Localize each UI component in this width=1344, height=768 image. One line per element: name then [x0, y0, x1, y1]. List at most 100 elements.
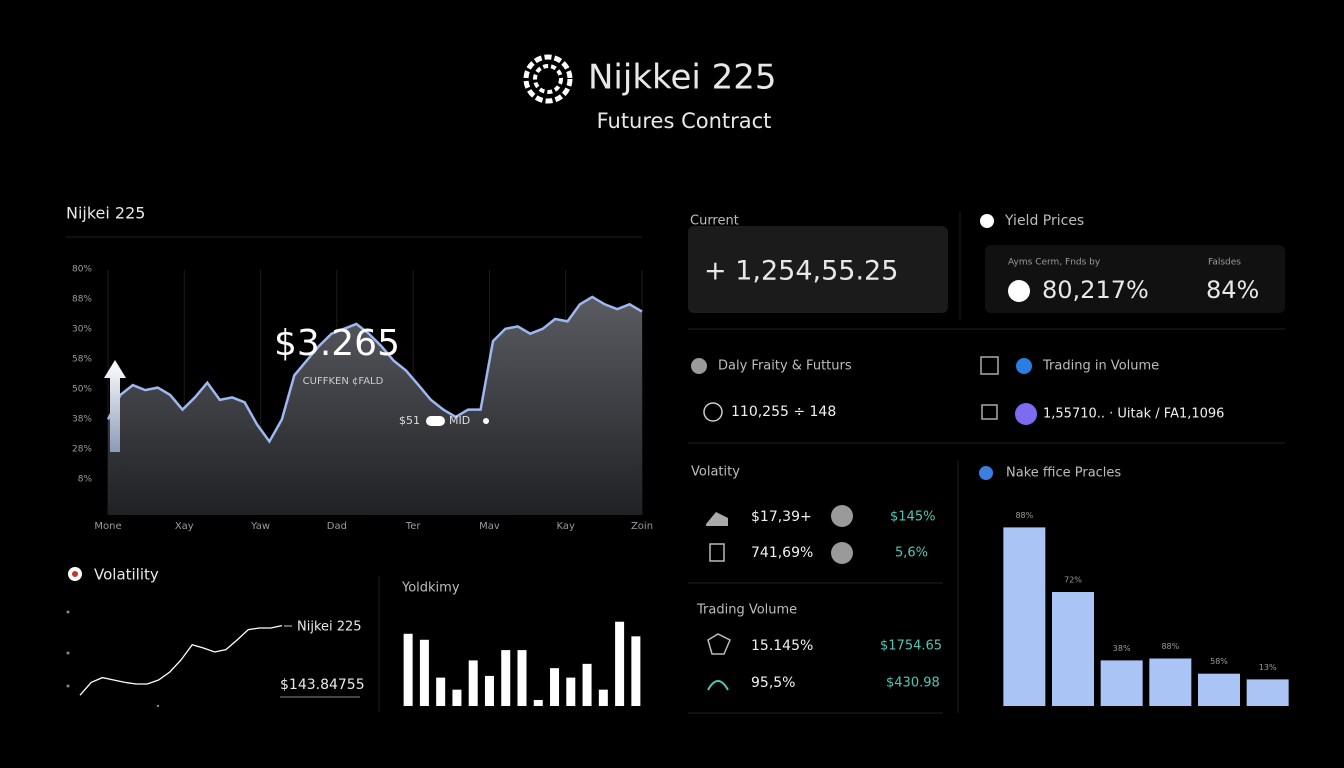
value: 5,6%: [895, 546, 928, 561]
checkbox[interactable]: [980, 356, 999, 375]
label: Current: [690, 214, 739, 229]
axis-dot: [156, 704, 160, 708]
bar: [468, 660, 478, 706]
panel-title: Volatity: [691, 465, 740, 480]
icon: [707, 680, 729, 691]
annotation: CUFFKEN ¢FALD: [303, 376, 384, 387]
panel-title: Trading Volume: [696, 603, 797, 618]
small-line-chart: Nijkei 225 $143.84755: [66, 610, 365, 708]
icon: [706, 512, 728, 526]
logo: [523, 54, 573, 104]
icon: [981, 404, 998, 420]
y-tick-label: 30%: [72, 325, 92, 335]
bar: [615, 621, 625, 706]
bar-label: 58%: [1210, 657, 1228, 666]
yield-box: [985, 245, 1285, 313]
icon: [707, 633, 731, 655]
value: 110,255 ÷ 148: [731, 404, 836, 420]
axis-dot: [66, 684, 70, 688]
bar: [1246, 679, 1289, 706]
panel-title: Nake ffice Pracles: [1006, 466, 1121, 481]
main-chart: Mone Xay Yaw Dad Ter Mav Kay Zoin 80% 88% 30% 58% 50…: [72, 265, 653, 533]
y-tick-label: 88%: [72, 295, 92, 305]
icon: [1016, 358, 1032, 374]
value-label: $143.84755: [280, 677, 365, 693]
bar: [436, 677, 446, 706]
bar: [484, 675, 494, 706]
bar: [452, 689, 462, 706]
bar: [598, 689, 608, 706]
bar: [566, 677, 576, 706]
bar: [403, 633, 413, 706]
arrow: [104, 360, 126, 452]
x-tick-label: Mav: [479, 521, 500, 532]
panel-title: Yield Prices: [1004, 213, 1084, 229]
x-tick-label: Dad: [327, 521, 347, 532]
bar-label: 38%: [1113, 644, 1131, 653]
label: Falsdes: [1208, 258, 1241, 268]
legend-label: Nijkei 225: [297, 620, 362, 635]
bar: [533, 699, 543, 706]
value: $1754.65: [880, 639, 942, 654]
value: 741,69%: [751, 545, 813, 561]
annotation: $51: [399, 414, 420, 427]
bar-label: 88%: [1015, 511, 1033, 520]
bar-label: 88%: [1161, 642, 1179, 651]
y-tick-label: 38%: [72, 415, 92, 425]
icon: [1015, 403, 1037, 425]
value: 1,55710.. · Uitak / FA1,1096: [1043, 407, 1224, 422]
value: 80,217%: [1042, 276, 1149, 304]
value: $430.98: [886, 676, 940, 691]
y-tick-label: 80%: [72, 265, 92, 275]
panel-title: Nijkei 225: [66, 204, 145, 223]
x-tick-label: Yaw: [250, 521, 270, 532]
annotation: MID: [449, 414, 470, 427]
y-tick-label: 50%: [72, 385, 92, 395]
area: [108, 296, 642, 515]
bar-chart: 88% 72% 38% 88% 58% 13%: [1003, 511, 1289, 706]
x-tick-label: Zoin: [631, 521, 653, 532]
bar: [1052, 592, 1094, 706]
bar: [1100, 660, 1143, 706]
annotation: $3.265: [274, 323, 400, 364]
icon: [831, 505, 853, 527]
bar: [550, 668, 560, 706]
panel-title: Yoldkimy: [401, 581, 460, 596]
bar: [582, 663, 592, 706]
bar-label: 13%: [1259, 663, 1277, 672]
axis-dot: [66, 610, 70, 614]
icon: [72, 571, 78, 577]
x-tick-label: Kay: [556, 521, 575, 532]
line: [106, 295, 643, 444]
value: 84%: [1206, 276, 1259, 304]
value: $17,39+: [751, 509, 812, 525]
bar: [1149, 658, 1192, 706]
panel-title: Daly Fraity & Futturs: [718, 359, 852, 374]
x-tick-label: Xay: [175, 521, 194, 532]
icon: [979, 466, 993, 480]
label: Ayms Cerm, Fnds by: [1008, 258, 1101, 268]
panel-title: Trading in Volume: [1042, 359, 1159, 374]
bar-label: 72%: [1064, 576, 1082, 585]
panel-title: Volatility: [94, 566, 159, 584]
icon: [831, 542, 853, 564]
bar-chart: [403, 621, 641, 706]
icon: [703, 402, 723, 422]
current-box: [688, 226, 948, 313]
x-tick-label: Ter: [405, 521, 422, 532]
value: 95,5%: [751, 675, 795, 691]
y-tick-label: 8%: [78, 475, 93, 485]
marker: [483, 418, 489, 424]
header-subtitle: Futures Contract: [597, 109, 772, 133]
value: 15.145%: [751, 638, 813, 654]
current-value: + 1,254,55.25: [704, 256, 898, 287]
y-tick-label: 28%: [72, 445, 92, 455]
bar: [1198, 673, 1240, 706]
x-tick-label: Mone: [94, 521, 121, 532]
axis-dot: [66, 651, 70, 655]
value: $145%: [890, 510, 935, 525]
bar: [501, 650, 511, 706]
y-tick-label: 58%: [72, 355, 92, 365]
